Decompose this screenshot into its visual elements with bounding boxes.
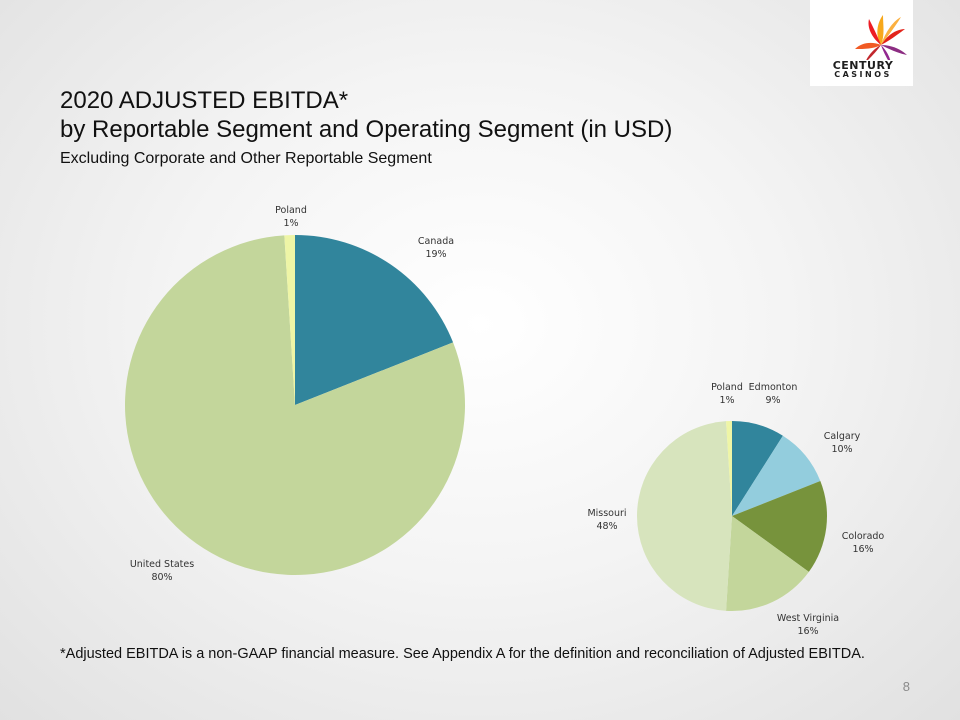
starburst-logo-icon — [855, 15, 907, 60]
logo-text-century: CENTURY — [832, 59, 894, 72]
pie-slice-missouri — [636, 421, 732, 611]
slice-label-name: Colorado — [842, 531, 885, 542]
slice-label-name: Missouri — [587, 508, 626, 519]
pie-slice-edmonton — [732, 421, 783, 516]
pie-slice-poland — [726, 421, 732, 516]
pie-slice-calgary — [732, 435, 821, 516]
slice-label-name: Calgary — [824, 431, 861, 442]
slice-label-colorado: Colorado 16% — [842, 531, 885, 555]
title-line-2: by Reportable Segment and Operating Segm… — [60, 116, 673, 143]
logo-text-casinos: CASINOS — [834, 70, 892, 79]
slice-label-percent: 16% — [852, 544, 873, 555]
page-subtitle: Excluding Corporate and Other Reportable… — [60, 150, 432, 167]
slice-label-poland: Poland 1% — [711, 382, 743, 406]
slice-label-name: Poland — [711, 382, 743, 393]
slice-label-name: West Virginia — [777, 613, 839, 624]
slice-label-percent: 19% — [425, 249, 446, 260]
slice-label-canada: Canada 19% — [418, 236, 454, 260]
page-number: 8 — [902, 679, 910, 694]
slice-label-name: Canada — [418, 236, 454, 247]
pie-chart-reportable-segment: Canada 19% United States 80% Poland 1% — [125, 205, 466, 583]
page-title: 2020 ADJUSTED EBITDA* by Reportable Segm… — [60, 86, 800, 144]
slice-label-edmonton: Edmonton 9% — [749, 382, 798, 406]
slice-label-percent: 1% — [283, 218, 298, 229]
pie-slice-poland — [284, 235, 295, 405]
slice-label-name: United States — [130, 559, 194, 570]
slice-label-percent: 10% — [831, 444, 852, 455]
slice-label-name: Poland — [275, 205, 307, 216]
pie-chart-operating-segment: Edmonton 9%Calgary 10%Colorado 16%West Virg… — [587, 382, 884, 637]
slice-label-missouri: Missouri 48% — [587, 508, 626, 532]
slice-label-west-virginia: West Virginia 16% — [777, 613, 839, 637]
slice-label-percent: 16% — [797, 626, 818, 637]
slice-label-percent: 48% — [596, 521, 617, 532]
slice-label-calgary: Calgary 10% — [824, 431, 861, 455]
slice-label-percent: 80% — [151, 572, 172, 583]
pie-slice-united-states — [125, 235, 466, 575]
company-logo: CENTURY CASINOS — [810, 0, 913, 86]
pie-slice-colorado — [732, 481, 828, 572]
pie-slice-canada — [295, 235, 454, 405]
slice-label-united-states: United States 80% — [130, 559, 194, 583]
pie-slice-west-virginia — [726, 516, 809, 612]
slice-label-percent: 1% — [719, 395, 734, 406]
slice-label-percent: 9% — [765, 395, 780, 406]
footnote: *Adjusted EBITDA is a non-GAAP financial… — [60, 646, 865, 662]
title-line-1: 2020 ADJUSTED EBITDA* — [60, 87, 349, 114]
slice-label-name: Edmonton — [749, 382, 798, 393]
slice-label-poland: Poland 1% — [275, 205, 307, 229]
